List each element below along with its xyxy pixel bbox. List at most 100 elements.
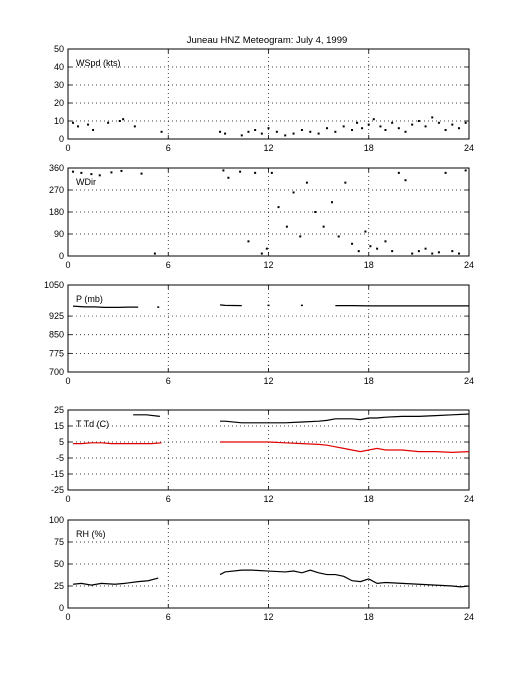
temp-ytick-label: -5 [56,453,64,463]
pressure-series-0-point [301,305,303,307]
rh-xtick-label: 12 [263,612,273,622]
wspd-series-0-point [77,125,79,127]
wspd-xtick-label: 24 [464,143,474,153]
wspd-series-0-point [122,118,124,120]
wdir-series-0-point [222,169,224,171]
pressure-ytick-label: 775 [49,348,64,358]
wdir-series-0-point [384,240,386,242]
wdir-ytick-label: 180 [49,207,64,217]
wdir-xtick-label: 18 [364,260,374,270]
wdir-series-0-point [391,250,393,252]
wspd-xtick-label: 12 [263,143,273,153]
wdir-series-0-point [323,226,325,228]
wspd-series-0-point [224,133,226,135]
pressure-xtick-label: 24 [464,376,474,386]
temp-xtick-label: 24 [464,494,474,504]
pressure-ytick-label: 1050 [44,280,64,290]
wdir-ytick-label: 360 [49,163,64,173]
wspd-series-0-point [119,120,121,122]
wdir-series-0-point [90,173,92,175]
wdir-series-0-point [458,253,460,255]
temp-ytick-label: 5 [59,437,64,447]
wdir-series-0-point [141,173,143,175]
wspd-series-0-point [107,122,109,124]
wdir-series-0-point [110,171,112,173]
wdir-series-0-point [154,253,156,255]
rh-ytick-label: 0 [59,603,64,613]
wdir-series-0-point [266,248,268,250]
wspd-series-0-point [425,125,427,127]
wspd-series-0-point [268,127,270,129]
wdir-series-0-point [398,172,400,174]
wspd-series-0-point [431,116,433,118]
wdir-series-0-point [438,251,440,253]
wspd-series-0-point [391,122,393,124]
temp-xtick-label: 18 [364,494,374,504]
wdir-ytick-label: 270 [49,185,64,195]
wdir-ytick-label: 90 [54,229,64,239]
wspd-series-0-point [241,134,243,136]
wspd-series-0-point [379,125,381,127]
wdir-series-0-point [247,240,249,242]
wdir-series-0-point [358,250,360,252]
wspd-series-0-point [134,125,136,127]
rh-xtick-label: 0 [65,612,70,622]
wspd-series-0-point [368,124,370,126]
wdir-series-0-point [431,253,433,255]
rh-panel-label: RH (%) [76,529,106,539]
wspd-series-0-point [87,124,89,126]
figure-title: Juneau HNZ Meteogram: July 4, 1999 [187,35,348,46]
wdir-series-0-point [418,250,420,252]
pressure-xtick-label: 12 [263,376,273,386]
wdir-ytick-label: 0 [59,251,64,261]
wdir-series-0-point [306,182,308,184]
wspd-series-0-point [418,120,420,122]
temp-ytick-label: -25 [51,485,64,495]
rh-ytick-label: 75 [54,537,64,547]
temp-panel-label: T Td (C) [76,419,109,429]
wspd-ytick-label: 30 [54,80,64,90]
wspd-series-0-point [247,131,249,133]
wspd-series-0-point [361,127,363,129]
wdir-series-0-point [451,250,453,252]
wdir-series-0-point [293,191,295,193]
wdir-xtick-label: 12 [263,260,273,270]
temp-xtick-label: 0 [65,494,70,504]
wdir-series-0-point [227,177,229,179]
wspd-series-0-point [351,129,353,131]
wdir-series-0-point [80,172,82,174]
wdir-series-0-point [369,245,371,247]
temp-xtick-label: 12 [263,494,273,504]
wspd-series-0-point [219,131,221,133]
temp-ytick-label: 15 [54,421,64,431]
wdir-series-0-point [331,201,333,203]
pressure-axes-frame [68,285,469,372]
wdir-series-0-point [338,235,340,237]
wspd-series-0-point [373,118,375,120]
wspd-series-0-point [458,127,460,129]
pressure-series-0-line [220,305,242,306]
pressure-panel-label: P (mb) [76,294,103,304]
wdir-series-0-point [286,226,288,228]
wspd-series-0-point [445,129,447,131]
wdir-series-0-point [120,170,122,172]
wspd-series-0-point [254,129,256,131]
wspd-series-0-point [261,133,263,135]
wspd-series-0-point [465,122,467,124]
rh-ytick-label: 100 [49,515,64,525]
wspd-xtick-label: 18 [364,143,374,153]
temp-ytick-label: -15 [51,469,64,479]
wspd-ytick-label: 0 [59,134,64,144]
pressure-xtick-label: 0 [65,376,70,386]
pressure-xtick-label: 6 [166,376,171,386]
wspd-series-0-point [411,124,413,126]
wdir-series-0-point [351,243,353,245]
wspd-xtick-label: 0 [65,143,70,153]
wspd-series-0-point [161,131,163,133]
